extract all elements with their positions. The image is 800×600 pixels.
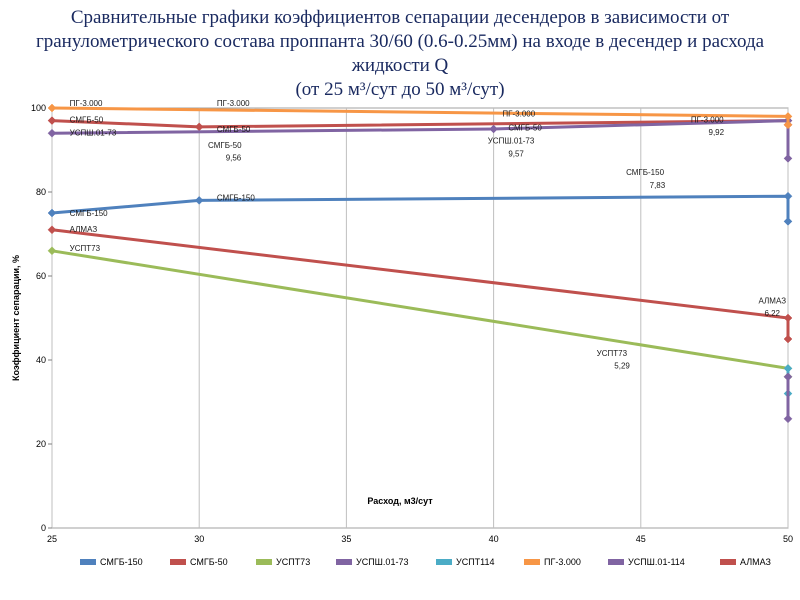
x-tick-label: 25 [47, 534, 57, 544]
point-label: 9,56 [226, 154, 242, 163]
legend-swatch [336, 559, 352, 565]
series-line-3 [50, 119, 790, 160]
point-label: ПГ-3.000 [70, 99, 103, 108]
point-label: АЛМАЗ [759, 296, 787, 305]
legend-label: УСПШ.01-73 [356, 557, 409, 567]
legend-item: УСПТ114 [436, 557, 495, 567]
legend-item: ПГ-3.000 [524, 557, 581, 567]
legend-swatch [436, 559, 452, 565]
legend-label: УСПТ114 [456, 557, 495, 567]
legend-label: УСПТ73 [276, 557, 311, 567]
series-point-5 [783, 112, 793, 121]
legend-swatch [170, 559, 186, 565]
y-tick-label: 60 [36, 271, 46, 281]
point-label: 9,57 [508, 149, 524, 158]
title-line-4: (от 25 м³/сут до 50 м³/сут) [295, 79, 505, 100]
point-label: СМГБ-150 [626, 168, 664, 177]
point-label: АЛМАЗ [70, 225, 98, 234]
title-line-3: жидкости Q [351, 55, 449, 76]
series-point-5 [47, 103, 57, 113]
point-label: УСПШ.01-73 [70, 128, 117, 137]
series-point-3 [47, 128, 57, 138]
x-tick-label: 40 [489, 534, 499, 544]
legend-item: УСПТ73 [256, 557, 310, 567]
series-group [47, 103, 793, 424]
legend-label: УСПШ.01-114 [628, 557, 685, 567]
point-label: ПГ-3.000 [502, 109, 535, 118]
legend-label: СМГБ-150 [100, 557, 143, 567]
series-point-7 [47, 225, 57, 235]
series-point-0 [194, 196, 204, 205]
legend-swatch [608, 559, 624, 565]
series-line-0 [50, 194, 790, 223]
series-point-7 [783, 313, 793, 323]
y-tick-label: 80 [36, 187, 46, 197]
legend-item: АЛМАЗ [720, 557, 771, 567]
y-tick-label: 20 [36, 439, 46, 449]
legend-item: СМГБ-50 [170, 557, 228, 567]
point-label: ПГ-3.000 [217, 99, 250, 108]
series-point-3 [783, 154, 793, 163]
legend-label: АЛМАЗ [740, 557, 771, 567]
series-point-2 [47, 246, 57, 256]
x-tick-label: 45 [636, 534, 646, 544]
point-label: 5,29 [614, 361, 630, 370]
legend-item: СМГБ-150 [80, 557, 143, 567]
series-point-0 [783, 191, 793, 201]
point-label: УСПТ73 [597, 349, 628, 358]
y-tick-label: 40 [36, 355, 46, 365]
legend-swatch [720, 559, 736, 565]
y-axis-title: Коэффициент сепарации, % [11, 255, 21, 381]
series-point-4 [783, 364, 793, 373]
legend-label: СМГБ-50 [190, 557, 228, 567]
point-label: СМГБ-50 [217, 125, 251, 134]
y-tick-label: 0 [41, 523, 46, 533]
series-point-3 [489, 124, 498, 134]
legend-item: УСПШ.01-73 [336, 557, 408, 567]
legend-label: ПГ-3.000 [544, 557, 581, 567]
title-line-1: Сравнительные графики коэффициентов сепа… [70, 7, 730, 28]
point-label: УСПТ73 [70, 244, 101, 253]
plot-area [51, 107, 789, 529]
series-point-1 [47, 116, 57, 125]
legend-swatch [524, 559, 540, 565]
series-point-6 [783, 414, 793, 424]
point-label: 6,22 [764, 309, 780, 318]
chart-legend: СМГБ-150 СМГБ-50 УСПТ73 УСПШ.01-73 УСПТ114 ПГ… [80, 557, 800, 571]
point-label: ПГ-3.000 [691, 115, 724, 124]
title-line-2: гранулометрического состава проппанта 30… [35, 31, 765, 52]
series-point-5 [783, 120, 793, 130]
x-axis-title: Расход, м3/сут [367, 496, 433, 506]
point-label: СМГБ-50 [508, 124, 542, 133]
point-label: СМГБ-50 [70, 116, 104, 125]
point-label: СМГБ-150 [70, 209, 108, 218]
point-labels: ПГ-3.000 ПГ-3.000 ПГ-3.000 ПГ-3.000 9,92 СМГБ… [70, 99, 787, 370]
point-label: 7,83 [650, 181, 666, 190]
series-point-7 [783, 334, 793, 344]
point-label: СМГБ-150 [217, 193, 255, 202]
x-tick-label: 50 [783, 534, 793, 544]
x-tick-label: 35 [341, 534, 351, 544]
series-point-0 [47, 208, 57, 218]
point-label: 9,92 [709, 128, 725, 137]
legend-swatch [80, 559, 96, 565]
series-point-6 [783, 372, 793, 382]
point-label: СМГБ-50 [208, 141, 242, 150]
x-tick-label: 30 [194, 534, 204, 544]
y-tick-label: 100 [31, 103, 46, 113]
point-label: УСПШ.01-73 [488, 137, 535, 146]
axes: 25 30 35 40 45 50 0 20 40 60 80 100 Расход, м3/сут Ко… [11, 103, 793, 544]
series-point-0 [783, 217, 793, 226]
grid [51, 107, 789, 529]
chart-title: Сравнительные графики коэффициентов сепа… [0, 6, 800, 102]
legend-swatch [256, 559, 272, 565]
legend-item: УСПШ.01-114 [608, 557, 685, 567]
